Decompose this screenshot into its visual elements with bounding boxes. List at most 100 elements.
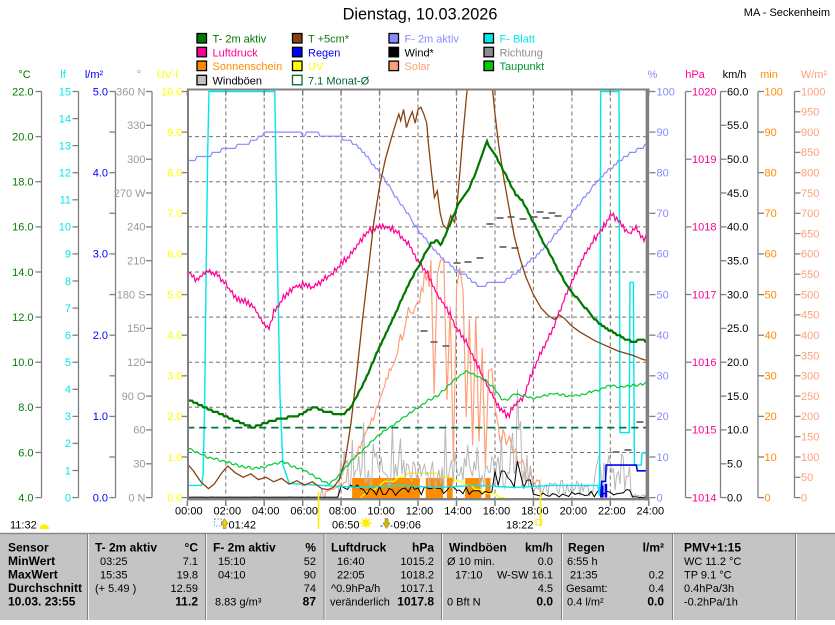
svg-text:lf: lf [60, 69, 66, 81]
svg-text:14:00: 14:00 [444, 506, 472, 518]
svg-text:5.0: 5.0 [93, 86, 108, 98]
svg-text:-0.2hPa/1h: -0.2hPa/1h [684, 597, 738, 609]
svg-text:5: 5 [65, 357, 71, 369]
svg-text:90 O: 90 O [122, 391, 146, 403]
svg-text:0.4: 0.4 [649, 583, 664, 595]
svg-text:1.0: 1.0 [167, 452, 182, 464]
svg-text:06:00: 06:00 [290, 506, 318, 518]
svg-text:4.0: 4.0 [167, 330, 182, 342]
svg-text:24:00: 24:00 [637, 506, 665, 518]
svg-text:150: 150 [127, 323, 145, 335]
svg-text:12:00: 12:00 [406, 506, 434, 518]
svg-text:8: 8 [65, 276, 71, 288]
svg-text:300: 300 [127, 154, 145, 166]
svg-text:12: 12 [59, 168, 71, 180]
svg-text:Regen: Regen [308, 47, 340, 59]
svg-text:90: 90 [765, 127, 777, 139]
svg-text:MinWert: MinWert [8, 554, 55, 568]
svg-text:1017: 1017 [692, 289, 716, 301]
svg-text:87: 87 [303, 595, 317, 609]
svg-text:8.0: 8.0 [18, 402, 33, 414]
svg-text:6.0: 6.0 [18, 447, 33, 459]
svg-text:3: 3 [65, 411, 71, 423]
svg-text:1015.2: 1015.2 [400, 556, 434, 568]
svg-text:8.83 g/m³: 8.83 g/m³ [215, 597, 262, 609]
svg-text:TP 9.1 °C: TP 9.1 °C [684, 570, 732, 582]
svg-text:Luftdruck: Luftdruck [213, 47, 259, 59]
svg-text:1000: 1000 [801, 86, 825, 98]
svg-text:1.0: 1.0 [93, 411, 108, 423]
svg-text:11.2: 11.2 [175, 595, 198, 609]
svg-text:03:25: 03:25 [100, 556, 128, 568]
svg-text:UV: UV [308, 61, 324, 73]
svg-text:50: 50 [657, 289, 669, 301]
svg-text:T- 2m aktiv: T- 2m aktiv [95, 541, 157, 555]
svg-text:22:05: 22:05 [337, 570, 365, 582]
svg-text:150: 150 [801, 432, 819, 444]
svg-text:06:50: 06:50 [332, 520, 360, 532]
svg-text:16:00: 16:00 [483, 506, 511, 518]
svg-text:4.0: 4.0 [18, 492, 33, 504]
svg-text:0: 0 [657, 492, 663, 504]
svg-text:5.0: 5.0 [727, 459, 742, 471]
svg-text:10: 10 [59, 222, 71, 234]
svg-text:50.0: 50.0 [727, 154, 748, 166]
svg-text:1019: 1019 [692, 154, 716, 166]
svg-text:7.0: 7.0 [167, 208, 182, 220]
svg-text:Sensor: Sensor [8, 541, 49, 555]
svg-text:30: 30 [657, 371, 669, 383]
svg-text:4.5: 4.5 [538, 583, 553, 595]
svg-text:800: 800 [801, 168, 819, 180]
svg-text:l/m²: l/m² [643, 541, 664, 555]
svg-text:hPa: hPa [412, 541, 434, 555]
svg-text:0: 0 [765, 492, 771, 504]
svg-text:900: 900 [801, 127, 819, 139]
svg-text:Durchschnitt: Durchschnitt [8, 581, 82, 595]
svg-text:%: % [305, 541, 316, 555]
svg-text:10.0: 10.0 [161, 86, 182, 98]
svg-text:2.0: 2.0 [167, 411, 182, 423]
svg-text:50: 50 [765, 289, 777, 301]
svg-text:T +5cm*: T +5cm* [308, 34, 350, 46]
svg-text:120: 120 [127, 357, 145, 369]
svg-text:0.0: 0.0 [647, 595, 664, 609]
svg-text:1020: 1020 [692, 86, 716, 98]
svg-text:16.0: 16.0 [12, 222, 33, 234]
svg-text:20.0: 20.0 [727, 357, 748, 369]
svg-text:1017.8: 1017.8 [397, 595, 434, 609]
svg-text:Wind*: Wind* [405, 47, 435, 59]
svg-text:21:35: 21:35 [570, 570, 598, 582]
svg-text:50: 50 [801, 472, 813, 484]
svg-text:18:00: 18:00 [521, 506, 549, 518]
svg-text:veränderlich: veränderlich [330, 597, 390, 609]
svg-text:18:22: 18:22 [506, 520, 534, 532]
svg-text:11:32: 11:32 [10, 520, 37, 532]
svg-text:60: 60 [657, 249, 669, 261]
svg-text:40: 40 [657, 330, 669, 342]
svg-text:2: 2 [65, 438, 71, 450]
svg-text:19.8: 19.8 [177, 570, 198, 582]
svg-text:15:35: 15:35 [100, 570, 128, 582]
svg-text:Taupunkt: Taupunkt [500, 61, 545, 73]
svg-text:70: 70 [765, 208, 777, 220]
svg-text:0.4hPa/3h: 0.4hPa/3h [684, 583, 734, 595]
svg-text:450: 450 [801, 310, 819, 322]
svg-text:Ø 10 min.: Ø 10 min. [447, 556, 495, 568]
svg-text:0 N: 0 N [128, 492, 145, 504]
svg-text:14: 14 [59, 113, 71, 125]
svg-text:3.0: 3.0 [93, 249, 108, 261]
svg-text:3.0: 3.0 [167, 371, 182, 383]
svg-text:°C: °C [185, 541, 199, 555]
svg-text:14.0: 14.0 [12, 267, 33, 279]
svg-text:850: 850 [801, 147, 819, 159]
svg-text:4.0: 4.0 [93, 168, 108, 180]
svg-text:km/h: km/h [525, 541, 553, 555]
svg-text:4: 4 [65, 384, 71, 396]
svg-text:04:00: 04:00 [252, 506, 280, 518]
svg-text:W-SW 16.1: W-SW 16.1 [497, 570, 553, 582]
svg-text:1: 1 [65, 465, 71, 477]
svg-text:7: 7 [65, 303, 71, 315]
svg-text:15:10: 15:10 [218, 556, 246, 568]
svg-text:F- 2m aktiv: F- 2m aktiv [213, 541, 276, 555]
svg-text:13: 13 [59, 140, 71, 152]
